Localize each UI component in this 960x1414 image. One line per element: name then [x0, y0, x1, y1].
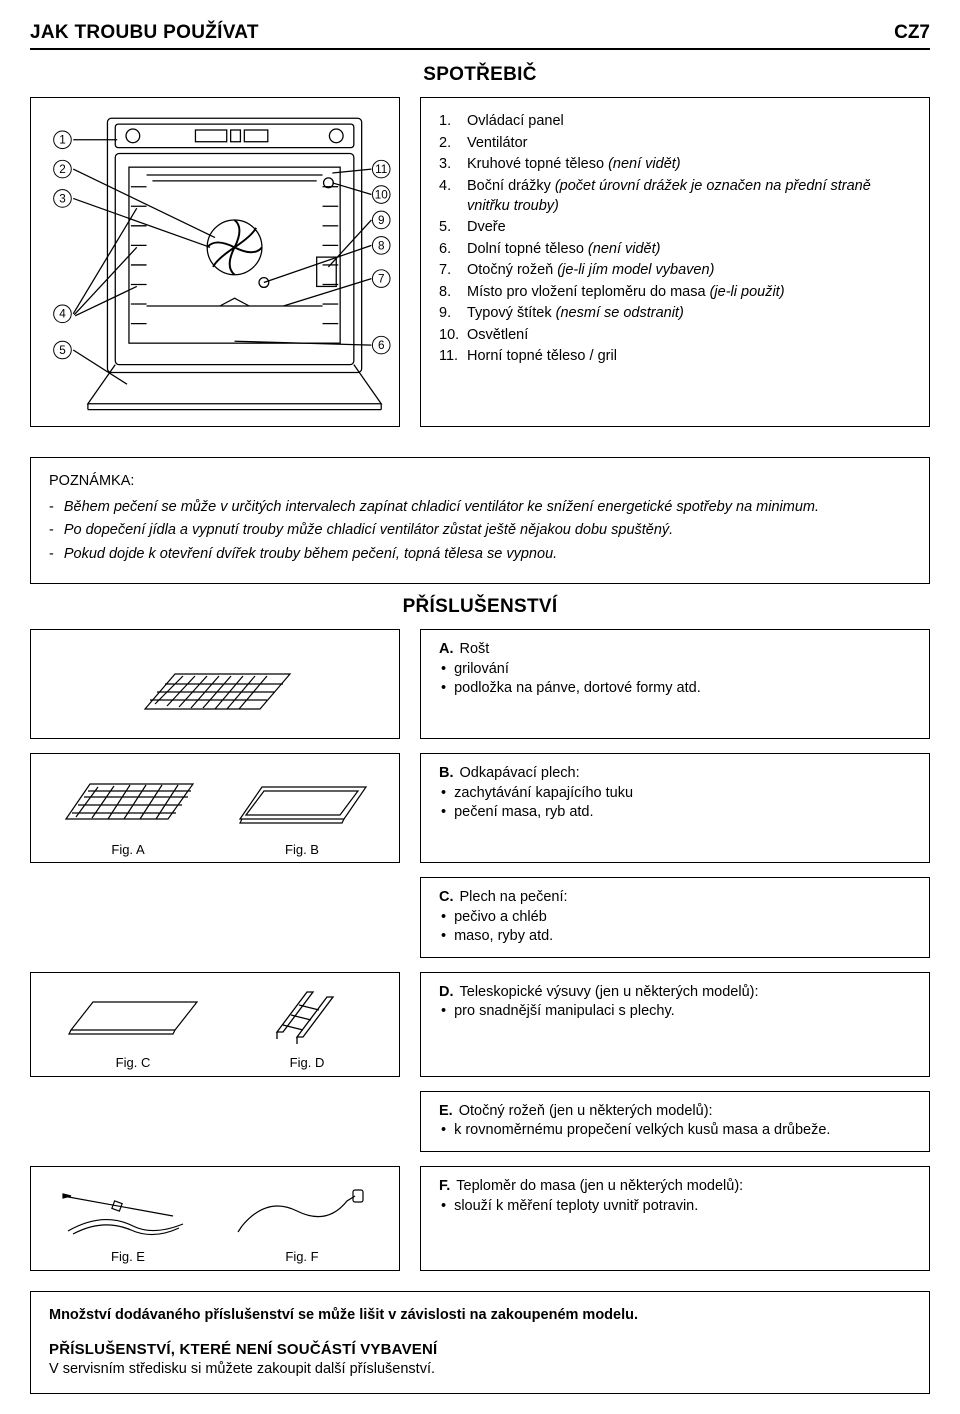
acc-item: podložka na pánve, dortové formy atd. — [441, 679, 911, 699]
fig-d-label: Fig. D — [290, 1054, 325, 1072]
parts-list-item: 6.Dolní topné těleso (není vidět) — [439, 240, 911, 260]
fig-e-icon — [53, 1176, 203, 1246]
parts-list-item: 2.Ventilátor — [439, 134, 911, 154]
footer-heading: PŘÍSLUŠENSTVÍ, KTERÉ NENÍ SOUČÁSTÍ VYBAV… — [49, 1340, 911, 1360]
fig-a-icon — [135, 654, 295, 734]
svg-text:11: 11 — [375, 163, 387, 176]
acc-item: pečení masa, ryb atd. — [441, 803, 911, 823]
note-item: Během pečení se může v určitých interval… — [49, 498, 911, 518]
fig-c-placeholder — [30, 877, 400, 958]
parts-list: 1.Ovládací panel2.Ventilátor3.Kruhové to… — [439, 112, 911, 367]
svg-text:8: 8 — [378, 240, 385, 253]
svg-text:2: 2 — [59, 163, 66, 176]
footer-box: Množství dodávaného příslušenství se můž… — [30, 1291, 930, 1394]
acc-item: slouží k měření teploty uvnitř potravin. — [441, 1197, 911, 1217]
footer-text: V servisním středisku si můžete zakoupit… — [49, 1360, 911, 1380]
section-accessories-title: PŘÍSLUŠENSTVÍ — [30, 594, 930, 620]
acc-a-text: A.Rošt grilovánípodložka na pánve, dorto… — [420, 629, 930, 739]
fig-ef-box: Fig. E Fig. F — [30, 1166, 400, 1271]
svg-text:1: 1 — [59, 134, 66, 147]
parts-list-item: 4.Boční drážky (počet úrovní drážek je o… — [439, 177, 911, 216]
parts-list-item: 8.Místo pro vložení teploměru do masa (j… — [439, 283, 911, 303]
fig-a2-icon — [58, 769, 198, 839]
fig-a-box — [30, 629, 400, 739]
fig-e-placeholder — [30, 1091, 400, 1152]
page-header: JAK TROUBU POUŽÍVAT CZ7 — [30, 20, 930, 50]
acc-item: grilování — [441, 660, 911, 680]
acc-b-text: B.Odkapávací plech: zachytávání kapající… — [420, 753, 930, 863]
page-number: CZ7 — [894, 20, 930, 46]
fig-c-label: Fig. C — [116, 1054, 151, 1072]
parts-list-item: 7.Otočný rožeň (je-li jím model vybaven) — [439, 261, 911, 281]
oven-diagram-box: 1 2 3 4 5 11 10 9 8 7 6 — [30, 97, 400, 427]
svg-text:9: 9 — [378, 214, 385, 227]
note-item: Po dopečení jídla a vypnutí trouby může … — [49, 521, 911, 541]
acc-item: pro snadnější manipulaci s plechy. — [441, 1002, 911, 1022]
svg-text:5: 5 — [59, 344, 66, 357]
parts-list-box: 1.Ovládací panel2.Ventilátor3.Kruhové to… — [420, 97, 930, 427]
acc-item: zachytávání kapajícího tuku — [441, 784, 911, 804]
acc-item: pečivo a chléb — [441, 908, 911, 928]
acc-item: k rovnoměrnému propečení velkých kusů ma… — [441, 1121, 911, 1141]
fig-ab-box: Fig. A Fig. B — [30, 753, 400, 863]
acc-f-text: F.Teploměr do masa (jen u některých mode… — [420, 1166, 930, 1271]
parts-list-item: 1.Ovládací panel — [439, 112, 911, 132]
fig-c-icon — [63, 982, 203, 1052]
parts-list-item: 11.Horní topné těleso / gril — [439, 347, 911, 367]
acc-item: maso, ryby atd. — [441, 927, 911, 947]
svg-text:7: 7 — [378, 273, 385, 286]
svg-text:10: 10 — [375, 189, 389, 202]
footer-bold: Množství dodávaného příslušenství se můž… — [49, 1306, 911, 1326]
fig-cd-box: Fig. C Fig. D — [30, 972, 400, 1077]
fig-a-label: Fig. A — [111, 841, 144, 859]
svg-text:4: 4 — [59, 308, 66, 321]
acc-d-text: D.Teleskopické výsuvy (jen u některých m… — [420, 972, 930, 1077]
fig-b-label: Fig. B — [285, 841, 319, 859]
svg-text:3: 3 — [59, 193, 66, 206]
page-title: JAK TROUBU POUŽÍVAT — [30, 20, 259, 46]
note-box: POZNÁMKA: Během pečení se může v určitýc… — [30, 457, 930, 583]
oven-diagram: 1 2 3 4 5 11 10 9 8 7 6 — [39, 106, 391, 418]
note-list: Během pečení se může v určitých interval… — [49, 498, 911, 565]
parts-list-item: 10.Osvětlení — [439, 326, 911, 346]
fig-b-icon — [232, 769, 372, 839]
acc-e-text: E.Otočný rožeň (jen u některých modelů):… — [420, 1091, 930, 1152]
fig-f-label: Fig. F — [285, 1248, 318, 1266]
fig-d-icon — [247, 977, 367, 1052]
fig-f-icon — [227, 1176, 377, 1246]
acc-c-text: C.Plech na pečení: pečivo a chlébmaso, r… — [420, 877, 930, 958]
parts-list-item: 9.Typový štítek (nesmí se odstranit) — [439, 304, 911, 324]
note-label: POZNÁMKA: — [49, 472, 911, 492]
parts-list-item: 3.Kruhové topné těleso (není vidět) — [439, 155, 911, 175]
svg-text:6: 6 — [378, 339, 385, 352]
section-spotrebic-title: SPOTŘEBIČ — [30, 62, 930, 88]
fig-e-label: Fig. E — [111, 1248, 145, 1266]
parts-list-item: 5.Dveře — [439, 218, 911, 238]
note-item: Pokud dojde k otevření dvířek trouby běh… — [49, 545, 911, 565]
